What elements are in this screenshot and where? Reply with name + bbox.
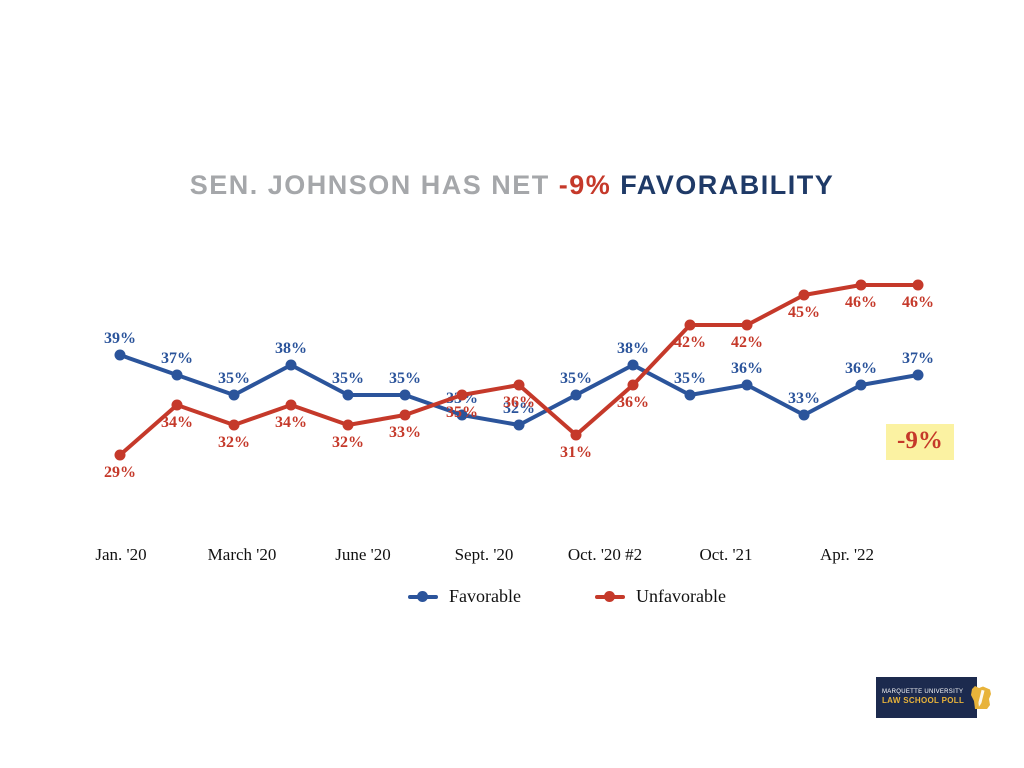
x-axis-label: June '20: [335, 545, 390, 564]
unfavorable-point: [171, 399, 183, 411]
favorable-point: [912, 369, 924, 381]
unfavorable-value-label: 33%: [389, 424, 421, 441]
x-axis-label: Sept. '20: [455, 545, 514, 564]
legend-label-unfavorable: Unfavorable: [636, 586, 726, 606]
favorable-value-label: 38%: [275, 340, 307, 357]
favorable-value-label: 38%: [617, 340, 649, 357]
favorable-value-label: 36%: [731, 360, 763, 377]
favorable-point: [627, 359, 639, 371]
favorable-point: [285, 359, 297, 371]
title-prefix: SEN. JOHNSON HAS NET: [189, 170, 559, 200]
x-axis-label: Apr. '22: [820, 545, 874, 564]
legend-item-favorable: Favorable: [408, 586, 521, 607]
marquette-law-school-poll-logo: MARQUETTE UNIVERSITY LAW SCHOOL POLL: [876, 677, 992, 718]
favorable-point: [399, 389, 411, 401]
unfavorable-value-label: 46%: [845, 294, 877, 311]
favorable-point: [684, 389, 696, 401]
favorable-value-label: 37%: [161, 350, 193, 367]
favorable-value-label: 35%: [218, 370, 250, 387]
unfavorable-value-label: 32%: [218, 434, 250, 451]
favorable-point: [798, 409, 810, 421]
favorable-point: [570, 389, 582, 401]
unfavorable-point: [285, 399, 297, 411]
favorable-point: [855, 379, 867, 391]
unfavorable-point: [513, 379, 525, 391]
logo-poll-name: LAW SCHOOL POLL: [882, 696, 965, 706]
favorable-value-label: 35%: [674, 370, 706, 387]
unfavorable-value-label: 36%: [617, 394, 649, 411]
favorable-point: [456, 409, 468, 421]
favorable-point: [513, 419, 525, 431]
unfavorable-point: [456, 389, 468, 401]
unfavorable-value-label: 42%: [731, 334, 763, 351]
x-axis-label: Oct. '21: [699, 545, 752, 564]
favorable-value-label: 36%: [845, 360, 877, 377]
legend-label-favorable: Favorable: [449, 586, 521, 606]
unfavorable-marker-icon: [595, 590, 625, 604]
chart-legend: Favorable Unfavorable: [0, 586, 1024, 607]
favorable-point: [228, 389, 240, 401]
legend-item-unfavorable: Unfavorable: [595, 586, 726, 607]
unfavorable-value-label: 42%: [674, 334, 706, 351]
page-title: SEN. JOHNSON HAS NET -9% FAVORABILITY: [0, 170, 1024, 201]
unfavorable-value-label: 46%: [902, 294, 934, 311]
unfavorable-point: [627, 379, 639, 391]
unfavorable-point: [399, 409, 411, 421]
favorable-point: [741, 379, 753, 391]
favorable-value-label: 35%: [389, 370, 421, 387]
unfavorable-value-label: 32%: [332, 434, 364, 451]
unfavorable-value-label: 45%: [788, 304, 820, 321]
unfavorable-point: [228, 419, 240, 431]
net-favorability-badge: -9%: [886, 424, 954, 460]
unfavorable-value-label: 34%: [161, 414, 193, 431]
unfavorable-point: [912, 279, 924, 291]
favorable-value-label: 33%: [788, 390, 820, 407]
unfavorable-value-label: 34%: [275, 414, 307, 431]
favorable-value-label: 37%: [902, 350, 934, 367]
x-axis-label: Oct. '20 #2: [568, 545, 642, 564]
title-suffix: FAVORABILITY: [620, 170, 835, 200]
unfavorable-value-label: 31%: [560, 444, 592, 461]
favorable-point: [114, 349, 126, 361]
logo-university-name: MARQUETTE UNIVERSITY: [882, 688, 964, 695]
unfavorable-point: [798, 289, 810, 301]
favorable-point: [342, 389, 354, 401]
unfavorable-point: [741, 319, 753, 331]
x-axis-label: March '20: [208, 545, 277, 564]
unfavorable-point: [855, 279, 867, 291]
favorable-point: [171, 369, 183, 381]
unfavorable-value-label: 36%: [503, 394, 535, 411]
title-net-value: -9%: [558, 170, 621, 200]
x-axis-label: Jan. '20: [95, 545, 146, 564]
unfavorable-point: [684, 319, 696, 331]
unfavorable-value-label: 35%: [446, 404, 478, 421]
favorable-value-label: 32%: [503, 400, 535, 417]
wisconsin-state-icon: [971, 685, 992, 709]
favorable-value-label: 35%: [560, 370, 592, 387]
unfavorable-point: [114, 449, 126, 461]
favorable-value-label: 35%: [332, 370, 364, 387]
favorable-value-label: 39%: [104, 330, 136, 347]
unfavorable-value-label: 29%: [104, 464, 136, 481]
logo-text: MARQUETTE UNIVERSITY LAW SCHOOL POLL: [882, 689, 964, 707]
unfavorable-point: [342, 419, 354, 431]
unfavorable-point: [570, 429, 582, 441]
favorable-marker-icon: [408, 590, 439, 604]
